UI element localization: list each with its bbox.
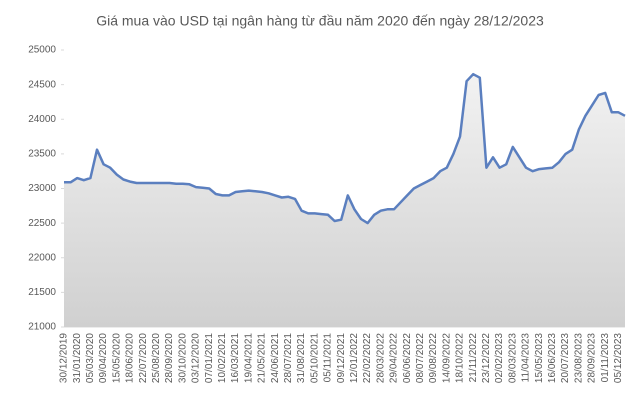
- x-tick-label: 12/01/2022: [349, 333, 360, 383]
- x-tick-label: 14/09/2022: [441, 333, 452, 383]
- x-tick-label: 09/12/2021: [336, 333, 347, 383]
- y-tick-label: 23000: [28, 183, 56, 194]
- x-tick-label: 25/08/2020: [151, 333, 162, 383]
- x-tick-label: 21/05/2021: [257, 333, 268, 383]
- x-tick-label: 06/06/2022: [402, 333, 413, 383]
- x-tick-label: 09/04/2020: [98, 333, 109, 383]
- x-tick-label: 23/12/2022: [481, 333, 492, 383]
- x-tick-label: 05/11/2021: [323, 333, 334, 383]
- x-tick-label: 16/03/2021: [230, 333, 241, 383]
- y-tick-label: 24500: [28, 79, 56, 90]
- x-tick-label: 30/10/2020: [177, 333, 188, 383]
- x-tick-label: 08/07/2022: [415, 333, 426, 383]
- y-tick-label: 25000: [28, 45, 56, 56]
- x-tick-label: 07/01/2021: [204, 333, 215, 383]
- x-tick-label: 09/08/2022: [428, 333, 439, 383]
- y-tick-label: 22500: [28, 218, 56, 229]
- x-tick-label: 28/07/2021: [283, 333, 294, 383]
- x-tick-label: 11/04/2023: [521, 333, 532, 383]
- x-tick-label: 16/06/2023: [547, 333, 558, 383]
- x-tick-label: 22/02/2022: [362, 333, 373, 383]
- x-tick-label: 28/09/2023: [587, 333, 598, 383]
- x-tick-label: 05/10/2021: [309, 333, 320, 383]
- y-tick-label: 24000: [28, 114, 56, 125]
- x-tick-label: 01/11/2023: [600, 333, 611, 383]
- x-tick-label: 15/05/2023: [534, 333, 545, 383]
- x-tick-label: 31/01/2020: [72, 333, 83, 383]
- chart-title: Giá mua vào USD tại ngân hàng từ đầu năm…: [96, 13, 544, 29]
- x-tick-label: 02/02/2023: [494, 333, 505, 383]
- x-tick-label: 20/07/2023: [560, 333, 571, 383]
- x-tick-label: 18/06/2020: [125, 333, 136, 383]
- x-tick-label: 03/12/2020: [191, 333, 202, 383]
- x-tick-label: 29/04/2022: [389, 333, 400, 383]
- y-tick-label: 21500: [28, 287, 56, 298]
- x-tick-label: 18/10/2022: [455, 333, 466, 383]
- y-tick-label: 23500: [28, 149, 56, 160]
- x-tick-label: 19/04/2021: [243, 333, 254, 383]
- x-tick-label: 08/03/2023: [507, 333, 518, 383]
- x-tick-label: 28/09/2020: [164, 333, 175, 383]
- x-tick-label: 31/08/2021: [296, 333, 307, 383]
- x-tick-label: 30/12/2019: [59, 333, 70, 383]
- y-tick-label: 21000: [28, 322, 56, 333]
- x-tick-label: 05/03/2020: [85, 333, 96, 383]
- x-tick-label: 24/06/2021: [270, 333, 281, 383]
- x-tick-label: 22/07/2020: [138, 333, 149, 383]
- x-tick-label: 10/02/2021: [217, 333, 228, 383]
- x-tick-label: 05/12/2023: [613, 333, 624, 383]
- area: [64, 74, 625, 327]
- x-tick-label: 15/05/2020: [111, 333, 122, 383]
- line: [64, 72, 626, 225]
- x-tick-label: 21/11/2022: [468, 333, 479, 383]
- x-tick-label: 23/08/2023: [573, 333, 584, 383]
- y-tick-label: 22000: [28, 252, 56, 263]
- x-tick-label: 28/03/2022: [375, 333, 386, 383]
